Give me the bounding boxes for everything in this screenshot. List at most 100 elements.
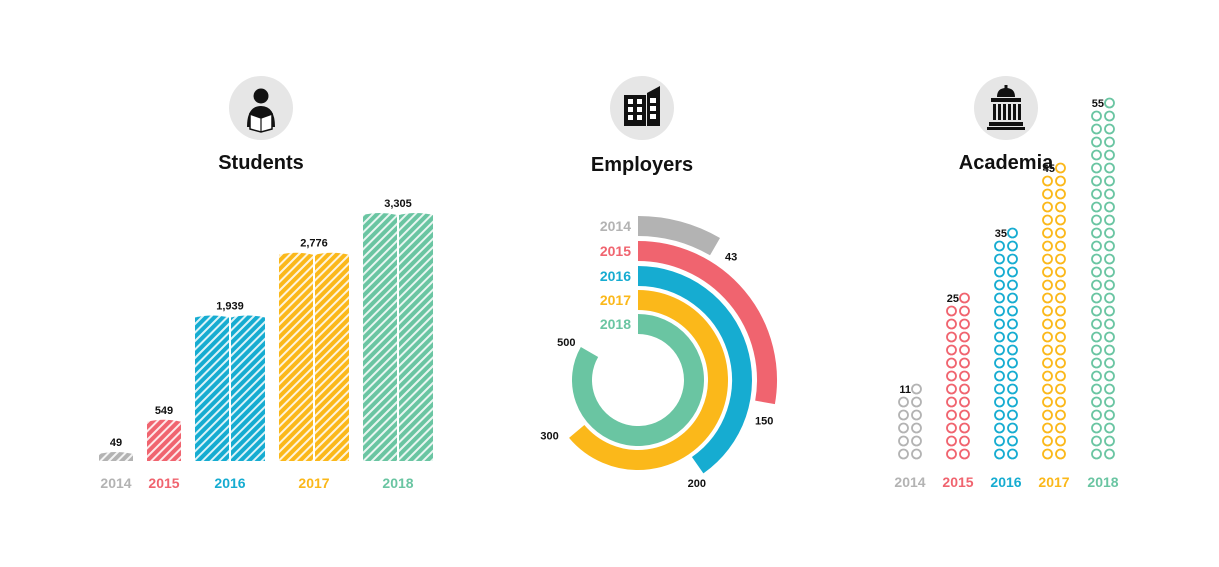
radial-value-label-2016: 200 xyxy=(688,478,706,490)
pictogram-dot xyxy=(1104,305,1115,317)
pictogram-dot xyxy=(1042,331,1053,343)
pictogram-dot xyxy=(1042,175,1053,187)
pictogram-dot xyxy=(1104,123,1115,135)
pictogram-dot xyxy=(1055,214,1066,226)
pictogram-dot xyxy=(946,370,957,382)
radial-bar-2016 xyxy=(637,266,752,474)
pictogram-dot xyxy=(1104,201,1115,213)
pictogram-dot xyxy=(1055,331,1066,343)
pictogram-dot xyxy=(1007,435,1018,447)
bar-segment-2014 xyxy=(99,452,133,461)
pictogram-dot xyxy=(1055,357,1066,369)
pictogram-dot xyxy=(1007,227,1018,239)
pictogram-dot xyxy=(946,448,957,460)
pictogram-dot xyxy=(959,344,970,356)
pictogram-dot xyxy=(1055,188,1066,200)
pictogram-dot xyxy=(1042,214,1053,226)
pictogram-dot xyxy=(1091,253,1102,265)
pictogram-dot xyxy=(1091,201,1102,213)
pictogram-dot xyxy=(1007,396,1018,408)
pictogram-dot xyxy=(1007,266,1018,278)
x-tick-label-2018: 2018 xyxy=(1087,474,1118,490)
pictogram-dot xyxy=(994,318,1005,330)
pictogram-dot xyxy=(1042,266,1053,278)
employers-radial-chart: 2014 43 2015 150 2016 200 2017 300 2018 500 xyxy=(540,216,777,490)
pictogram-dot xyxy=(911,448,922,460)
pictogram-dot xyxy=(1007,370,1018,382)
pictogram-dot xyxy=(1055,227,1066,239)
pictogram-dot xyxy=(1091,383,1102,395)
academia-title: Academia xyxy=(959,152,1054,174)
pictogram-dot xyxy=(1104,136,1115,148)
bar-2016 xyxy=(195,315,265,461)
pictogram-dot xyxy=(898,448,909,460)
pictogram-dot xyxy=(911,383,922,395)
pictogram-dot xyxy=(1104,357,1115,369)
pictogram-dot xyxy=(1104,97,1115,109)
pictogram-dot xyxy=(898,409,909,421)
series-label-2014: 2014 xyxy=(600,218,631,234)
student-reading-icon xyxy=(247,88,275,133)
pictogram-value-label-2015: 25 xyxy=(947,293,959,305)
bar-segment-2016 xyxy=(195,315,229,461)
pictogram-dot xyxy=(1104,318,1115,330)
bar-value-label-2014: 49 xyxy=(110,437,122,449)
pictogram-dot xyxy=(1091,149,1102,161)
pictogram-dot xyxy=(1091,396,1102,408)
pictogram-value-label-2018: 55 xyxy=(1092,98,1104,110)
pictogram-dot xyxy=(1055,162,1066,174)
pictogram-dot xyxy=(994,396,1005,408)
pictogram-dot xyxy=(959,396,970,408)
pictogram-dot xyxy=(1104,149,1115,161)
pictogram-dot xyxy=(1042,370,1053,382)
pictogram-dot xyxy=(1042,279,1053,291)
pictogram-dot xyxy=(994,344,1005,356)
pictogram-dot xyxy=(959,370,970,382)
pictogram-dot xyxy=(1042,357,1053,369)
pictogram-dot xyxy=(1104,396,1115,408)
pictogram-dot xyxy=(946,318,957,330)
pictogram-dot xyxy=(1104,162,1115,174)
pictogram-dot xyxy=(959,292,970,304)
employers-panel: Employers 201443201515020162002017300201… xyxy=(540,76,777,490)
pictogram-dot xyxy=(994,253,1005,265)
pictogram-dot xyxy=(1055,409,1066,421)
pictogram-dot xyxy=(1091,370,1102,382)
pictogram-dot xyxy=(1055,318,1066,330)
pictogram-dot xyxy=(994,409,1005,421)
x-tick-label-2016: 2016 xyxy=(990,474,1021,490)
pictogram-dot xyxy=(1007,240,1018,252)
pictogram-dot xyxy=(1042,344,1053,356)
pictogram-dot xyxy=(1104,448,1115,460)
pictogram-dot xyxy=(1055,305,1066,317)
pictogram-dot xyxy=(959,318,970,330)
pictogram-dot xyxy=(959,305,970,317)
pictogram-dot xyxy=(1042,318,1053,330)
pictogram-dot xyxy=(994,370,1005,382)
pictogram-dot xyxy=(959,331,970,343)
pictogram-dot xyxy=(1007,292,1018,304)
pictogram-dot xyxy=(1007,344,1018,356)
pictogram-dot xyxy=(1091,175,1102,187)
bar-segment-2017 xyxy=(315,252,349,461)
bar-2017 xyxy=(279,252,349,461)
radial-value-label-2017: 300 xyxy=(540,430,558,442)
academia-panel: Academia 11 2014 25 2015 35 2016 45 2017 55 2018 xyxy=(894,76,1119,490)
x-tick-label-2018: 2018 xyxy=(382,475,413,491)
bar-value-label-2017: 2,776 xyxy=(300,238,328,250)
pictogram-dot xyxy=(1104,435,1115,447)
pictogram-dot xyxy=(1091,422,1102,434)
bar-value-label-2015: 549 xyxy=(155,405,173,417)
pictogram-dot xyxy=(1042,448,1053,460)
pictogram-dot xyxy=(959,383,970,395)
office-building-icon xyxy=(624,86,660,126)
pictogram-dot xyxy=(1007,448,1018,460)
pictogram-dot xyxy=(898,435,909,447)
academia-pictogram-chart: 11 2014 25 2015 35 2016 45 2017 55 2018 xyxy=(894,97,1119,490)
pictogram-dot xyxy=(1042,253,1053,265)
pictogram-dot xyxy=(1007,279,1018,291)
pictogram-dot xyxy=(946,344,957,356)
pictogram-column-2015 xyxy=(946,292,970,460)
bar-segment-2016 xyxy=(231,315,265,461)
